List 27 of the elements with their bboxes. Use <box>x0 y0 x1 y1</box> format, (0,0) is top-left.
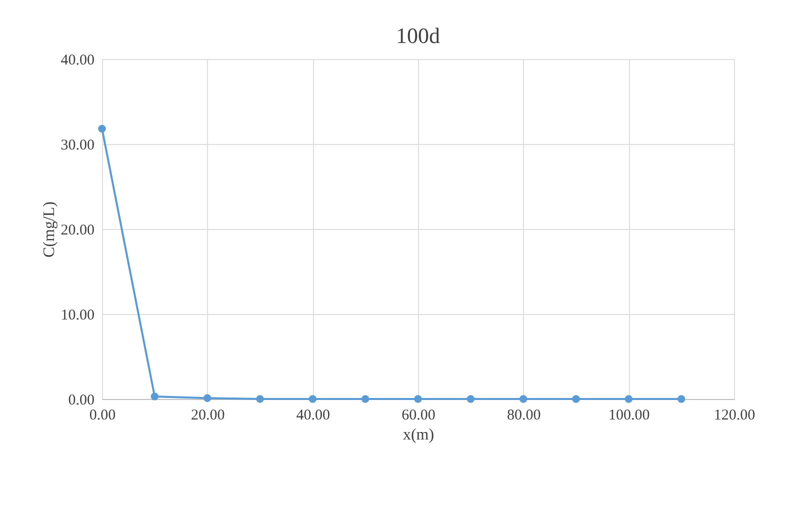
point <box>256 395 264 403</box>
point <box>677 395 686 403</box>
y-tick-label: 0.00 <box>68 392 94 408</box>
point <box>361 395 370 403</box>
x-tick-label: 80.00 <box>506 408 541 424</box>
y-tick-label: 40.00 <box>60 52 94 68</box>
point <box>624 395 633 403</box>
y-tick-label: 20.00 <box>60 222 94 238</box>
y-axis-title: C(mg/L) <box>40 202 58 258</box>
point <box>203 394 212 402</box>
y-tick-label: 10.00 <box>60 308 94 324</box>
x-tick-label: 20.00 <box>190 408 225 424</box>
point <box>150 392 159 400</box>
point <box>308 395 317 403</box>
x-tick-label: 60.00 <box>402 408 436 424</box>
point <box>414 395 422 403</box>
x-tick-label: 40.00 <box>296 408 330 424</box>
chart-title: 100d <box>396 23 440 48</box>
point <box>466 395 475 403</box>
x-tick-label: 100.00 <box>608 408 650 424</box>
point <box>572 395 580 403</box>
x-axis-title: x(m) <box>402 426 434 444</box>
x-tick-label: 0.00 <box>89 408 116 424</box>
point <box>98 124 106 133</box>
y-tick-label: 30.00 <box>60 138 94 154</box>
point <box>519 395 528 403</box>
x-tick-label: 120.00 <box>714 408 756 424</box>
